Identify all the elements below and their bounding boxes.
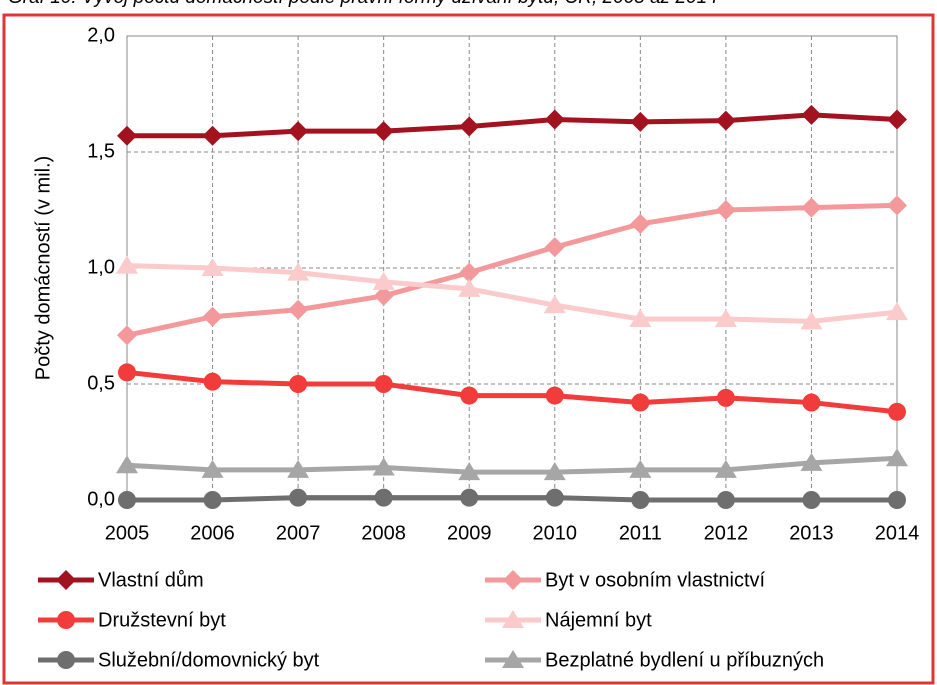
legend-label: Byt v osobním vlastnictví	[545, 569, 766, 591]
marker	[201, 459, 224, 478]
marker	[802, 393, 821, 412]
marker	[117, 125, 137, 146]
marker	[287, 262, 310, 281]
marker	[716, 491, 735, 509]
marker	[543, 462, 566, 481]
x-tick-label: 2006	[190, 522, 235, 544]
marker	[887, 109, 907, 130]
marker	[631, 393, 650, 412]
marker	[117, 325, 137, 346]
marker	[460, 386, 479, 405]
marker	[459, 262, 480, 283]
marker	[289, 488, 308, 507]
marker	[545, 488, 564, 507]
marker	[288, 121, 309, 142]
marker	[800, 311, 823, 330]
marker	[118, 363, 136, 382]
series-line	[127, 112, 898, 139]
x-tick-label: 2012	[704, 522, 749, 544]
marker	[287, 459, 310, 478]
marker	[502, 650, 524, 668]
x-tick-label: 2014	[875, 522, 920, 544]
marker	[716, 388, 735, 407]
marker	[57, 611, 75, 629]
marker	[888, 491, 906, 509]
x-tick-label: 2010	[533, 522, 578, 544]
legend-label: Bezplatné bydlení u příbuzných	[545, 649, 824, 671]
marker	[886, 302, 908, 321]
marker	[801, 197, 822, 218]
marker	[118, 491, 136, 509]
marker	[203, 372, 222, 391]
marker	[288, 299, 309, 320]
legend-label: Služební/domovnický byt	[98, 649, 320, 671]
y-tick-label: 1,5	[87, 140, 115, 162]
series-line	[126, 455, 898, 475]
marker	[372, 271, 395, 290]
marker	[714, 309, 737, 328]
marker	[374, 488, 393, 507]
marker	[715, 200, 736, 220]
y-axis-label: Počty domácností (v mil.)	[32, 156, 54, 381]
series-line	[126, 369, 898, 415]
marker	[459, 116, 480, 137]
marker	[714, 459, 737, 478]
marker	[56, 570, 76, 590]
marker	[458, 278, 481, 297]
marker	[289, 375, 308, 393]
legend-label: Vlastní dům	[98, 569, 204, 591]
series-line	[126, 202, 898, 338]
legend-label: Družstevní byt	[98, 609, 226, 631]
marker	[715, 110, 736, 131]
series-line	[126, 263, 898, 324]
series-line	[127, 495, 897, 503]
marker	[202, 125, 223, 146]
marker	[800, 452, 823, 471]
legend-label: Nájemní byt	[545, 609, 652, 631]
x-tick-label: 2009	[447, 522, 492, 544]
marker	[458, 462, 481, 481]
y-tick-label: 0,0	[87, 488, 115, 510]
marker	[116, 455, 138, 474]
marker	[629, 309, 652, 328]
marker	[629, 459, 652, 478]
marker	[460, 488, 479, 507]
marker	[630, 111, 651, 132]
y-tick-label: 0,5	[87, 372, 115, 394]
marker	[372, 457, 395, 476]
marker	[543, 295, 566, 314]
marker	[373, 121, 394, 142]
x-tick-label: 2007	[276, 522, 321, 544]
marker	[544, 109, 565, 130]
marker	[502, 610, 524, 628]
x-tick-label: 2005	[105, 522, 150, 544]
marker	[373, 285, 394, 306]
marker	[203, 491, 222, 509]
marker	[630, 213, 651, 234]
y-tick-label: 1,0	[87, 256, 115, 278]
y-tick-label: 2,0	[87, 24, 115, 46]
marker	[544, 237, 565, 258]
x-tick-label: 2011	[619, 522, 662, 544]
marker	[545, 386, 564, 405]
marker	[202, 306, 223, 327]
marker	[116, 255, 138, 274]
marker	[801, 104, 822, 125]
marker	[374, 375, 393, 393]
marker	[888, 402, 906, 421]
marker	[886, 448, 908, 467]
marker	[503, 570, 523, 590]
marker	[887, 195, 907, 216]
x-tick-label: 2013	[789, 522, 834, 544]
marker	[201, 258, 224, 276]
chart-title: Graf 10: Vývoj počtu domácností podle pr…	[8, 0, 718, 8]
marker	[631, 491, 650, 509]
marker	[802, 491, 821, 509]
x-tick-label: 2008	[361, 522, 406, 544]
marker	[57, 651, 75, 669]
